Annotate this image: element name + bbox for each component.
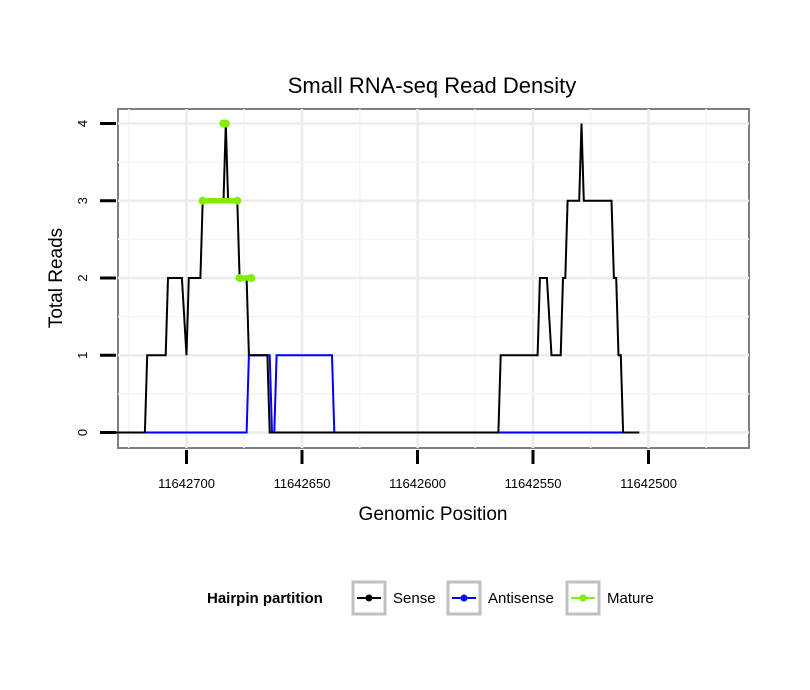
chart-title: Small RNA-seq Read Density xyxy=(288,73,577,98)
x-tick-label-3: 11642550 xyxy=(505,476,562,491)
x-tick-label-4: 11642500 xyxy=(620,476,677,491)
mature-point-1-start xyxy=(198,196,207,205)
y-tick-label-3: 3 xyxy=(75,197,90,204)
legend-dot-sense xyxy=(365,594,373,602)
y-tick-label-2: 2 xyxy=(75,274,90,281)
series-group xyxy=(110,119,640,434)
legend-item-mature: Mature xyxy=(565,580,654,616)
mature-point-1-end xyxy=(233,196,242,205)
y-tick-label-1: 1 xyxy=(75,352,90,359)
legend-dot-mature xyxy=(579,594,587,602)
legend-label-sense: Sense xyxy=(393,590,436,607)
grid-lines xyxy=(118,109,749,448)
y-tick-label-0: 0 xyxy=(75,429,90,436)
legend: Hairpin partition Sense Antisense Mature xyxy=(207,580,654,616)
legend-item-antisense: Antisense xyxy=(446,580,554,616)
x-tick-label-2: 11642600 xyxy=(389,476,446,491)
axes: 11642700 11642650 11642600 11642550 11642500… xyxy=(75,120,677,491)
legend-label-antisense: Antisense xyxy=(488,590,554,607)
legend-item-sense: Sense xyxy=(351,580,436,616)
legend-label-mature: Mature xyxy=(607,590,654,607)
mature-point-2-end xyxy=(247,274,256,282)
mature-point-2-start xyxy=(235,274,244,282)
x-tick-label-0: 11642700 xyxy=(158,476,215,491)
x-tick-label-1: 11642650 xyxy=(274,476,331,491)
mature-point-0-end xyxy=(221,119,230,128)
y-axis-label: Total Reads xyxy=(46,228,67,328)
y-tick-label-4: 4 xyxy=(75,120,90,127)
x-axis-label: Genomic Position xyxy=(359,504,508,525)
legend-dot-antisense xyxy=(460,594,468,602)
series-line-sense xyxy=(110,123,640,434)
legend-title: Hairpin partition xyxy=(207,590,323,607)
